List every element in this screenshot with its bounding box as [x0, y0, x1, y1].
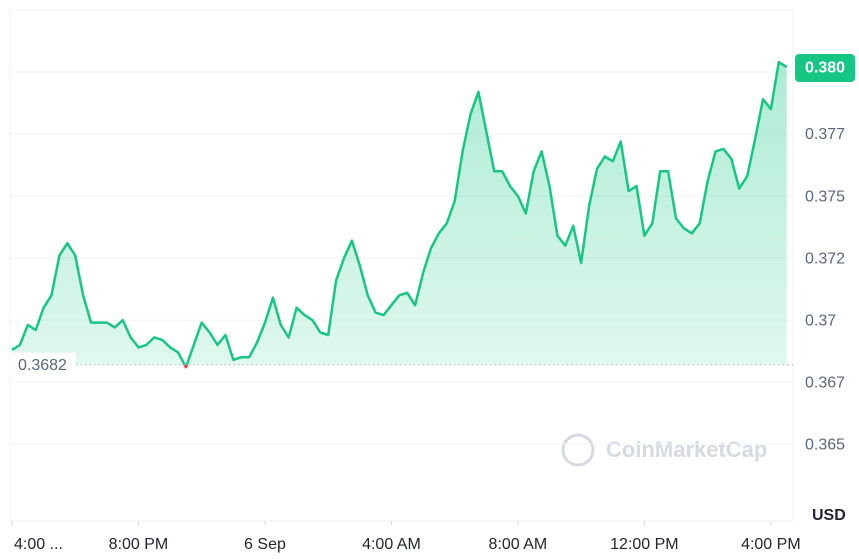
- y-tick-label: 0.37: [805, 312, 836, 329]
- price-line: [11, 60, 788, 365]
- x-tick-label: 8:00 AM: [489, 536, 548, 553]
- y-tick-label: 0.365: [805, 436, 845, 453]
- x-tick-label: 4:00 ...: [14, 536, 63, 553]
- y-tick-label: 0.375: [805, 188, 845, 205]
- area: [12, 62, 787, 365]
- watermark: CoinMarketCap: [606, 437, 767, 462]
- reference-label: 0.3682: [18, 357, 67, 374]
- watermark-logo: [561, 433, 595, 467]
- plot-frame: [9, 9, 794, 522]
- x-tick-label: 12:00 PM: [610, 536, 678, 553]
- last-price-badge: [795, 54, 855, 83]
- x-tick-label: 8:00 PM: [109, 536, 169, 553]
- x-tick-label: 4:00 PM: [741, 536, 801, 553]
- y-tick-label: 0.372: [805, 250, 845, 267]
- y-tick-label: 0.377: [805, 126, 845, 143]
- x-tick-label: 6 Sep: [244, 536, 286, 553]
- y-unit: USD: [812, 507, 846, 524]
- y-tick-label: 0.367: [805, 374, 845, 391]
- reference-label-bg: [10, 352, 76, 377]
- x-tick-label: 4:00 AM: [362, 536, 421, 553]
- last-price-label: 0.380: [805, 59, 845, 76]
